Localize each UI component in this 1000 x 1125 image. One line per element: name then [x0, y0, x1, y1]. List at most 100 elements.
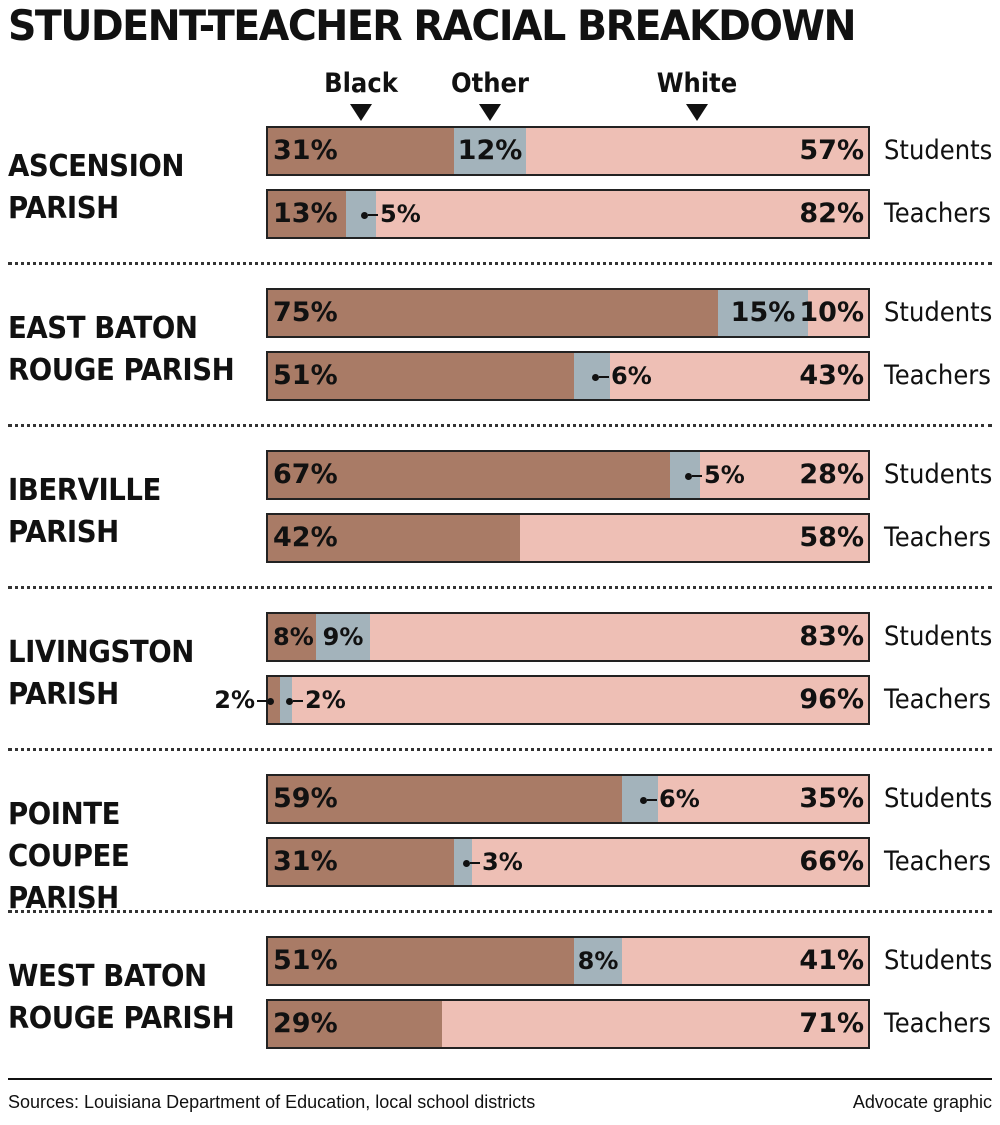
value-label-other: 8% — [577, 947, 619, 975]
legend-item-other: Other — [430, 68, 550, 121]
bar-segment-black: 13% — [268, 191, 346, 237]
value-label-white: 35% — [799, 783, 864, 814]
value-label-white: 10% — [799, 297, 864, 328]
value-label-white: 71% — [799, 1008, 864, 1039]
row-label-students: Students — [884, 621, 993, 652]
source-note: Sources: Louisiana Department of Educati… — [8, 1092, 536, 1112]
bar-segment-black: 51% — [268, 938, 574, 984]
value-label-other: 12% — [457, 135, 523, 166]
bar-segment-white: 41% — [622, 938, 868, 984]
bar-students: 31% 12% 57% — [266, 126, 870, 176]
legend-label-other: Other — [450, 68, 530, 99]
bar-segment-black: 31% — [268, 128, 454, 174]
value-label-other: 5% — [361, 191, 421, 237]
bar-teachers: 42% 58% — [266, 513, 870, 563]
row-label-students: Students — [884, 135, 993, 166]
row-label-teachers: Teachers — [884, 1008, 991, 1039]
value-label-other: 15% — [730, 297, 796, 328]
value-label-black: 51% — [273, 945, 338, 976]
bar-segment-other: 5% — [670, 452, 745, 498]
bar-segment-other: 6% — [574, 353, 652, 399]
bar-segment-white: 82% — [376, 191, 868, 237]
bar-teachers: 51% 6% 43% — [266, 351, 870, 401]
bar-segment-white: 10% — [799, 290, 868, 336]
value-label-white: 41% — [799, 945, 864, 976]
value-label-black: 31% — [273, 846, 338, 877]
parish-name: LIVINGSTON PARISH — [8, 635, 194, 712]
legend-item-black: Black — [301, 68, 421, 121]
bar-students: 59% 6% 35% — [266, 774, 870, 824]
value-label-black: 75% — [273, 297, 338, 328]
value-label-white: 83% — [799, 621, 864, 652]
parish-name: WEST BATON ROUGE PARISH — [8, 959, 235, 1036]
value-label-black: 29% — [273, 1008, 338, 1039]
bar-segment-other: 3% — [454, 839, 523, 885]
value-label-other: 9% — [322, 623, 364, 651]
group-divider — [8, 424, 992, 427]
value-label-other: 3% — [463, 839, 523, 885]
parish-name: IBERVILLE PARISH — [8, 473, 161, 550]
bar-segment-white: 96% — [292, 677, 868, 723]
bar-segment-other: 6% — [622, 776, 700, 822]
bar-students: 67% 5% 28% — [266, 450, 870, 500]
row-label-teachers: Teachers — [884, 198, 991, 229]
row-label-students: Students — [884, 945, 993, 976]
parish-name: POINTE COUPEE PARISH — [8, 797, 130, 916]
value-label-white: 58% — [799, 522, 864, 553]
bar-students: 75% 15% 10% — [266, 288, 870, 338]
value-label-black: 67% — [273, 459, 338, 490]
bar-segment-black: 75% — [268, 290, 718, 336]
value-label-white: 66% — [799, 846, 864, 877]
group-divider — [8, 910, 992, 913]
bar-segment-other: 5% — [346, 191, 421, 237]
chart-title: STUDENT-TEACHER RACIAL BREAKDOWN — [8, 1, 856, 50]
value-label-black: 42% — [273, 522, 338, 553]
bar-segment-black: 42% — [268, 515, 520, 561]
bar-segment-other: 12% — [454, 128, 526, 174]
footer-rule — [8, 1078, 992, 1080]
value-label-white: 82% — [799, 198, 864, 229]
value-label-other: 6% — [592, 353, 652, 399]
legend-label-black: Black — [324, 68, 398, 99]
value-label-white: 57% — [799, 135, 864, 166]
bar-segment-black: 31% — [268, 839, 454, 885]
value-label-black: 2% — [214, 677, 274, 723]
parish-name: EAST BATON ROUGE PARISH — [8, 311, 235, 388]
bar-segment-other: 9% — [316, 614, 370, 660]
legend-arrow-other-icon — [479, 104, 501, 121]
row-label-students: Students — [884, 297, 993, 328]
value-label-other: 6% — [640, 776, 700, 822]
bar-segment-white: 35% — [658, 776, 868, 822]
legend-item-white: White — [637, 68, 757, 121]
bar-segment-black: 2% — [214, 677, 280, 723]
bar-segment-black: 67% — [268, 452, 670, 498]
bar-segment-black: 8% — [268, 614, 316, 660]
row-label-teachers: Teachers — [884, 684, 991, 715]
row-label-teachers: Teachers — [884, 360, 991, 391]
group-divider — [8, 262, 992, 265]
bar-segment-black: 51% — [268, 353, 574, 399]
bar-segment-black: 59% — [268, 776, 622, 822]
bar-segment-white: 71% — [442, 1001, 868, 1047]
bar-teachers: 13% 5% 82% — [266, 189, 870, 239]
legend-arrow-white-icon — [686, 104, 708, 121]
credit-note: Advocate graphic — [852, 1092, 992, 1112]
row-label-teachers: Teachers — [884, 846, 991, 877]
value-label-black: 59% — [273, 783, 338, 814]
bar-segment-other: 8% — [574, 938, 622, 984]
group-divider — [8, 748, 992, 751]
parish-name: ASCENSION PARISH — [8, 149, 185, 226]
value-label-white: 28% — [799, 459, 864, 490]
bar-students: 51% 8% 41% — [266, 936, 870, 986]
group-divider — [8, 586, 992, 589]
bar-teachers: 31% 3% 66% — [266, 837, 870, 887]
bar-segment-other: 2% — [280, 677, 346, 723]
value-label-black: 51% — [273, 360, 338, 391]
row-label-students: Students — [884, 459, 993, 490]
legend-arrow-black-icon — [350, 104, 372, 121]
value-label-white: 43% — [799, 360, 864, 391]
value-label-black: 8% — [273, 623, 314, 651]
bar-students: 8% 9% 83% — [266, 612, 870, 662]
bar-teachers: 29% 71% — [266, 999, 870, 1049]
legend-label-white: White — [656, 68, 738, 99]
